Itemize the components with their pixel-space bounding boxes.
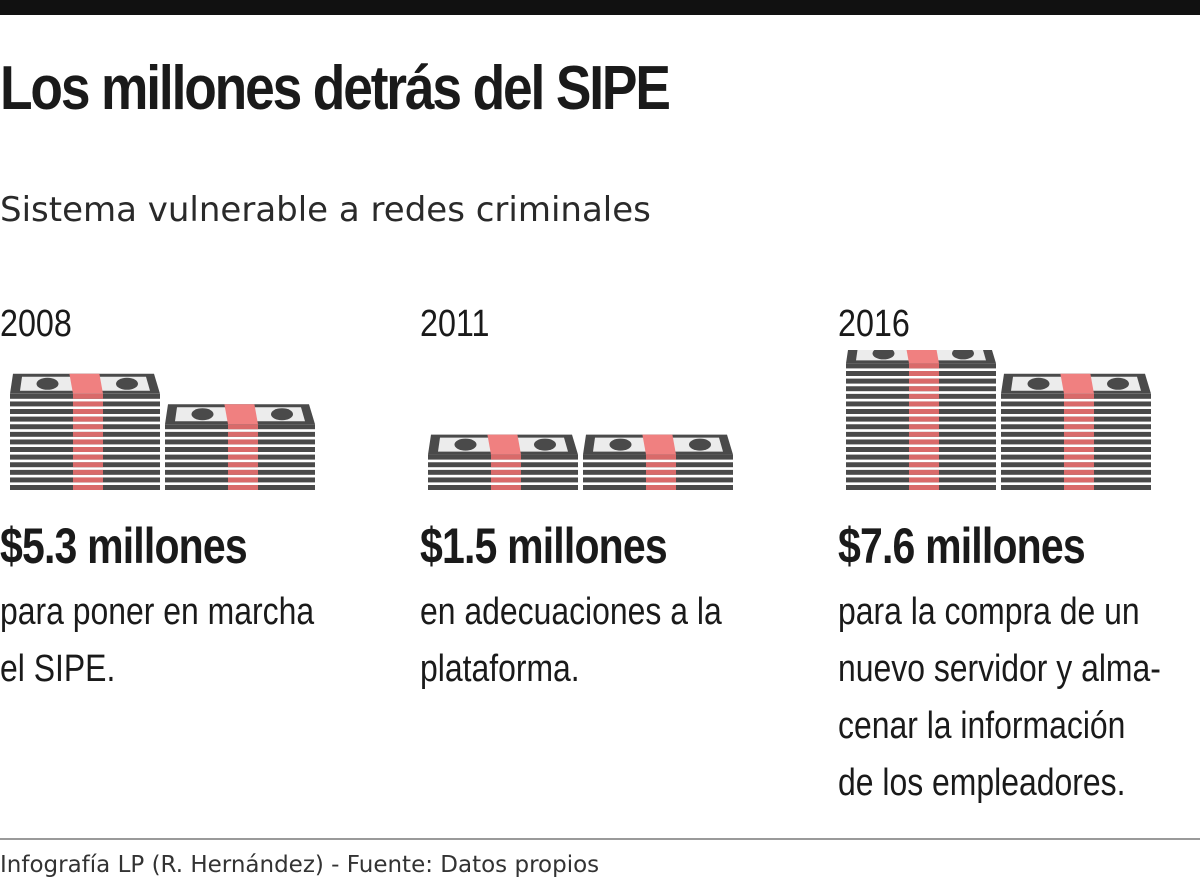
year-label: 2011 (420, 303, 490, 345)
year-label: 2016 (838, 303, 910, 345)
column-2016: 2016 $7.6 millones para la compra de un … (838, 300, 1200, 804)
source-credit: Infografía LP (R. Hernández) - Fuente: D… (0, 852, 600, 878)
description-line: nuevo servidor y alma- (838, 648, 1161, 690)
page-title: Los millones detrás del SIPE (0, 54, 671, 123)
description-line: el SIPE. (0, 648, 116, 690)
description-line: en adecuaciones a la (420, 591, 722, 633)
page-subtitle: Sistema vulnerable a redes criminales (0, 190, 651, 230)
year-label: 2008 (0, 303, 72, 345)
bill-stack (428, 434, 578, 490)
description-line: cenar la información (838, 705, 1126, 747)
column-2008: 2008 $5.3 millones para poner en marcha … (0, 300, 370, 690)
description: para poner en marcha el SIPE. (0, 584, 370, 698)
amount-value: $1.5 millones (420, 518, 668, 574)
bill-stack (846, 350, 996, 490)
amount-value: $7.6 millones (838, 518, 1086, 574)
bill-stack (1001, 373, 1151, 490)
amount-value: $5.3 millones (0, 518, 248, 574)
column-2011: 2011 $1.5 millones en adecuaciones a la … (420, 300, 790, 690)
description-line: para la compra de un (838, 591, 1140, 633)
description-line: plataforma. (420, 648, 580, 690)
money-stack-icon (846, 350, 1151, 490)
bill-stack (165, 404, 315, 490)
description: para la compra de un nuevo servidor y al… (838, 584, 1200, 812)
bill-stack (10, 373, 160, 490)
bill-stack (583, 434, 733, 490)
description-line: de los empleadores. (838, 762, 1126, 804)
footer-divider (0, 838, 1200, 840)
money-stack-icon (10, 373, 315, 490)
money-stack-icon (428, 434, 733, 490)
description-line: para poner en marcha (0, 591, 315, 633)
description: en adecuaciones a la plataforma. (420, 584, 790, 698)
top-rule (0, 0, 1200, 15)
